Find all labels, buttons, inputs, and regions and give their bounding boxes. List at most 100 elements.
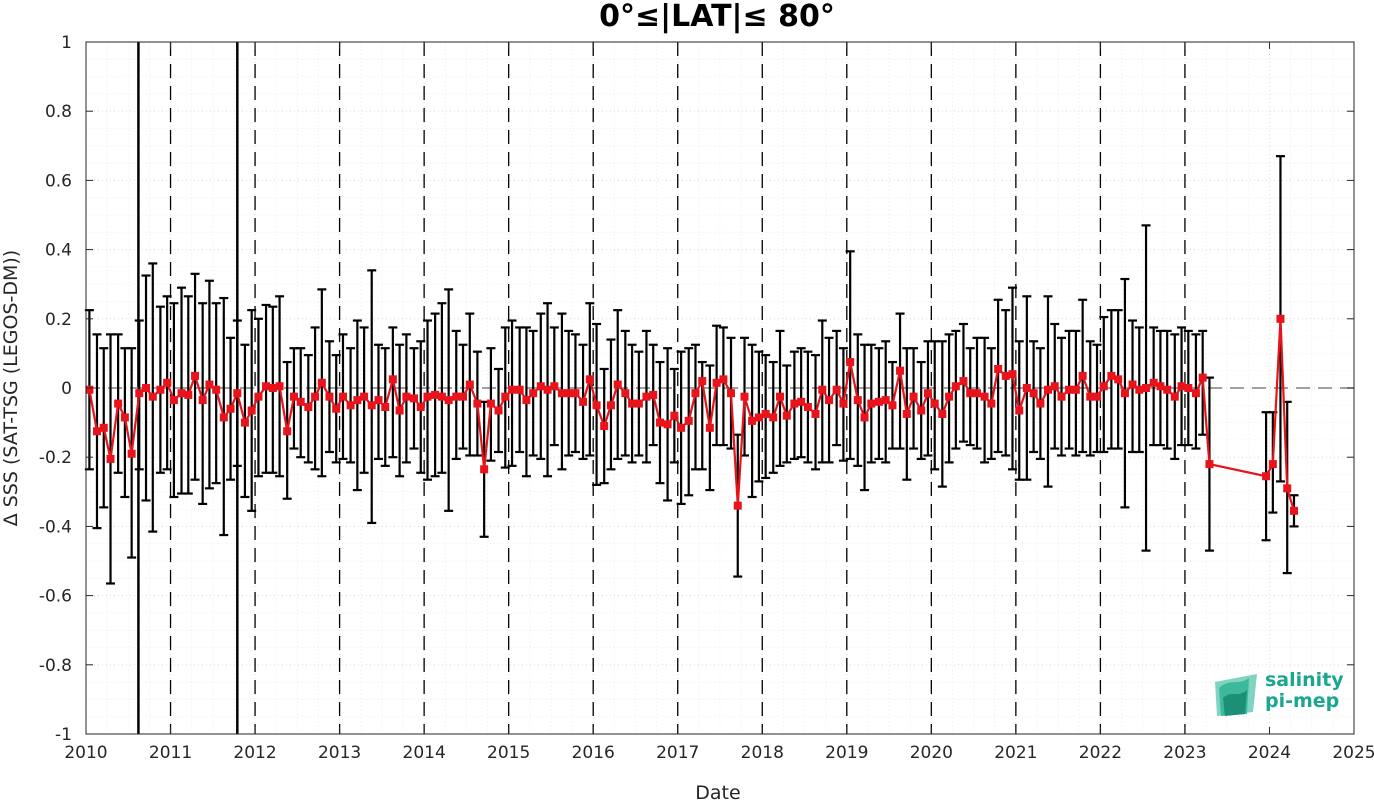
chart-title: 0°≤|LAT|≤ 80° <box>599 0 835 34</box>
series-marker <box>1198 373 1207 382</box>
x-tick-label: 2010 <box>64 743 107 763</box>
series-marker <box>127 449 136 458</box>
series-marker <box>1205 460 1214 469</box>
series-marker <box>169 396 178 405</box>
series-marker <box>1163 385 1172 394</box>
series-marker <box>691 389 700 398</box>
series-marker <box>803 403 812 412</box>
series-marker <box>776 392 785 401</box>
series-marker <box>156 385 165 394</box>
series-marker <box>1065 385 1074 394</box>
series-marker <box>296 397 305 406</box>
series-marker <box>1114 375 1123 384</box>
series-marker <box>247 406 256 415</box>
series-marker <box>684 416 693 425</box>
series-marker <box>966 389 975 398</box>
series-marker <box>163 378 172 387</box>
series-marker <box>634 399 643 408</box>
x-tick-label: 2021 <box>994 743 1037 763</box>
series-marker <box>557 389 566 398</box>
series-marker <box>198 396 207 405</box>
series-marker <box>959 377 968 386</box>
logo-mark <box>1215 674 1257 716</box>
series-marker <box>1120 389 1129 398</box>
series-marker <box>142 384 151 392</box>
series-marker <box>1036 399 1045 408</box>
y-tick-label: -0.8 <box>39 656 72 676</box>
y-tick-label: 1 <box>61 33 72 53</box>
series-marker <box>1142 384 1151 392</box>
series-marker <box>797 397 806 406</box>
series-marker <box>832 385 841 394</box>
x-tick-label: 2019 <box>825 743 868 763</box>
x-tick-label: 2017 <box>656 743 699 763</box>
series-marker <box>938 409 947 418</box>
series-marker <box>1268 460 1277 469</box>
y-tick-label: 0.6 <box>45 171 72 191</box>
series-marker <box>1029 389 1038 398</box>
series-marker <box>148 392 157 401</box>
x-tick-label: 2024 <box>1248 743 1291 763</box>
series-marker <box>240 418 249 427</box>
logo-wave-front <box>1223 690 1247 716</box>
series-marker <box>733 501 742 510</box>
series-marker <box>1078 371 1087 380</box>
series-marker <box>536 382 545 391</box>
series-marker <box>571 389 580 398</box>
x-tick-label: 2013 <box>318 743 361 763</box>
series-marker <box>409 394 418 403</box>
series-marker <box>1057 392 1066 401</box>
x-tick-label: 2011 <box>149 743 192 763</box>
series-marker <box>987 399 996 408</box>
series-marker <box>860 413 869 422</box>
series-marker <box>881 396 890 405</box>
series-marker <box>233 389 242 398</box>
series-marker <box>1099 382 1108 391</box>
series-marker <box>332 404 341 413</box>
series-marker <box>719 375 728 384</box>
series-marker <box>1008 370 1017 379</box>
y-tick-label: 0.2 <box>45 310 72 330</box>
y-axis-label: Δ SSS (SAT-TSG (LEGOS-DM)) <box>0 250 22 526</box>
series-marker <box>825 396 834 405</box>
series-marker <box>1022 384 1031 392</box>
y-tick-label: 0 <box>61 379 72 399</box>
y-tick-labels: -1 -0.8 -0.6 -0.4 -0.2 0 0.2 0.4 0.6 0.8 1 <box>39 33 72 745</box>
series-marker <box>698 377 707 386</box>
series-marker <box>655 418 664 427</box>
series-marker <box>317 378 326 387</box>
series-marker <box>1135 385 1144 394</box>
series-marker <box>663 420 672 429</box>
series-marker <box>705 423 714 432</box>
series-marker <box>219 413 228 422</box>
series-marker <box>867 399 876 408</box>
x-tick-label: 2014 <box>403 743 446 763</box>
series-marker <box>740 392 749 401</box>
series-marker <box>501 392 510 401</box>
series-marker <box>346 401 355 410</box>
series-marker <box>945 392 954 401</box>
series-marker <box>184 390 193 399</box>
series-marker <box>642 392 651 401</box>
series-marker <box>381 403 390 412</box>
x-tick-label: 2022 <box>1079 743 1122 763</box>
series-marker <box>177 389 186 398</box>
series-marker <box>431 390 440 399</box>
series-marker <box>1191 389 1200 398</box>
series-marker <box>1043 385 1052 394</box>
series-marker <box>1128 380 1137 389</box>
series-marker <box>374 396 383 405</box>
series-marker <box>839 399 848 408</box>
series-marker <box>606 401 615 410</box>
series-marker <box>677 423 686 432</box>
series-marker <box>600 422 609 431</box>
series-marker <box>1170 392 1179 401</box>
series-marker <box>311 392 320 401</box>
series-marker <box>325 392 334 401</box>
series-marker <box>283 427 292 436</box>
series-marker <box>621 389 630 398</box>
series-marker <box>367 401 376 410</box>
y-tick-label: -0.4 <box>39 517 72 537</box>
series-marker <box>613 380 622 389</box>
series-marker <box>452 392 461 401</box>
